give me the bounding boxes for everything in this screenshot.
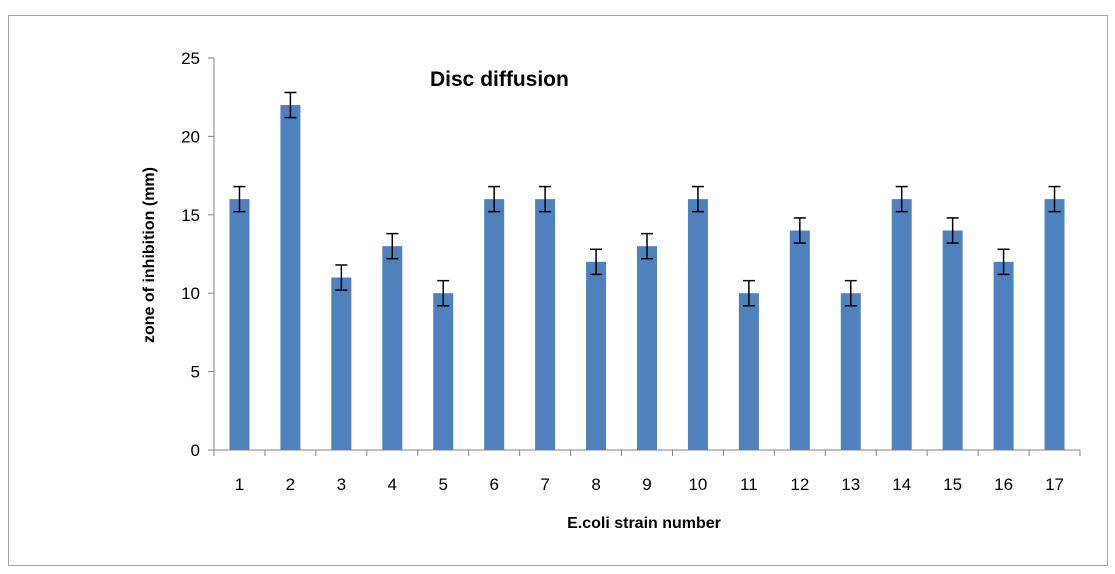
x-tick-labels: 1 2 3 4 5 6 7 8 9 10 11 12 13 14 15 16 17 — [235, 475, 1064, 494]
y-tick-label: 25 — [181, 49, 200, 68]
y-tick-label: 0 — [191, 441, 200, 460]
chart-title: Disc diffusion — [430, 68, 569, 91]
bar — [280, 105, 301, 450]
x-tick-label: 4 — [388, 475, 397, 494]
x-tick-label: 16 — [994, 475, 1013, 494]
x-tick-label: 12 — [790, 475, 809, 494]
bar — [535, 199, 556, 450]
x-tick-label: 8 — [591, 475, 600, 494]
bar — [229, 199, 250, 450]
error-bar — [895, 185, 908, 213]
error-bars — [233, 91, 1061, 307]
bar — [586, 261, 607, 450]
bar — [789, 230, 810, 450]
x-tick-label: 15 — [943, 475, 962, 494]
x-tick-label: 7 — [540, 475, 549, 494]
bar — [484, 199, 505, 450]
x-tick-label: 5 — [439, 475, 448, 494]
x-tick-label: 11 — [740, 475, 758, 494]
error-bar — [539, 185, 552, 213]
x-tick-label: 10 — [688, 475, 707, 494]
y-tick-label: 10 — [181, 284, 200, 303]
x-tick-label: 3 — [337, 475, 346, 494]
bar — [891, 199, 912, 450]
bar — [687, 199, 708, 450]
y-axis-title: zone of inhibition (mm) — [141, 167, 158, 343]
error-bar — [844, 279, 857, 307]
bar — [942, 230, 963, 450]
x-tick-label: 17 — [1045, 475, 1064, 494]
error-bar — [1048, 185, 1061, 213]
error-bar — [742, 279, 755, 307]
x-tick-label: 14 — [892, 475, 911, 494]
x-tick-label: 2 — [286, 475, 295, 494]
error-bar — [437, 279, 450, 307]
bar — [637, 246, 657, 450]
x-axis-title: E.coli strain number — [567, 515, 721, 532]
y-tick-labels: 0 5 10 15 20 25 — [181, 49, 200, 460]
error-bar — [386, 232, 399, 260]
error-bar — [590, 248, 603, 276]
error-bar — [793, 217, 806, 244]
bar — [1044, 199, 1065, 450]
error-bar — [284, 91, 297, 119]
error-bar — [997, 248, 1010, 276]
error-bar — [946, 217, 959, 244]
bar — [840, 293, 861, 450]
x-tick-label: 6 — [489, 475, 498, 494]
bar — [382, 246, 403, 450]
y-tick-label: 15 — [181, 206, 200, 225]
error-bar — [641, 232, 653, 260]
error-bar — [691, 185, 704, 213]
bar — [738, 293, 759, 450]
y-tick-label: 5 — [191, 363, 200, 382]
bar — [993, 261, 1014, 450]
y-tick-label: 20 — [181, 127, 200, 146]
bar — [433, 293, 454, 450]
bar — [331, 277, 352, 450]
x-tick-label: 1 — [235, 475, 244, 494]
x-tick-label: 9 — [642, 475, 651, 494]
x-tick-label: 13 — [841, 475, 860, 494]
error-bar — [488, 185, 501, 213]
error-bar — [233, 185, 246, 213]
chart-area — [8, 15, 1108, 566]
error-bar — [335, 264, 348, 291]
bars — [229, 105, 1065, 450]
